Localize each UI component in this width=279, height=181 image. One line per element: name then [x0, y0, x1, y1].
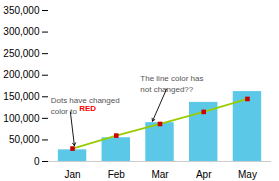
svg-text:RED: RED	[79, 104, 96, 113]
svg-text:200,000: 200,000	[3, 69, 40, 80]
svg-text:Dots have changedcolor to: Dots have changedcolor to	[51, 96, 120, 116]
svg-text:250,000: 250,000	[3, 48, 40, 59]
svg-text:Mar: Mar	[151, 169, 169, 180]
svg-text:350,000: 350,000	[3, 5, 40, 16]
svg-text:Apr: Apr	[196, 169, 212, 180]
svg-text:100,000: 100,000	[3, 113, 40, 124]
svg-text:150,000: 150,000	[3, 91, 40, 102]
svg-text:0: 0	[34, 156, 40, 167]
svg-text:300,000: 300,000	[3, 26, 40, 37]
svg-text:Jan: Jan	[64, 169, 80, 180]
svg-text:May: May	[238, 169, 257, 180]
svg-text:Feb: Feb	[108, 169, 126, 180]
svg-text:50,000: 50,000	[9, 134, 40, 145]
svg-text:The line color hasnot changed?: The line color hasnot changed??	[140, 74, 203, 94]
